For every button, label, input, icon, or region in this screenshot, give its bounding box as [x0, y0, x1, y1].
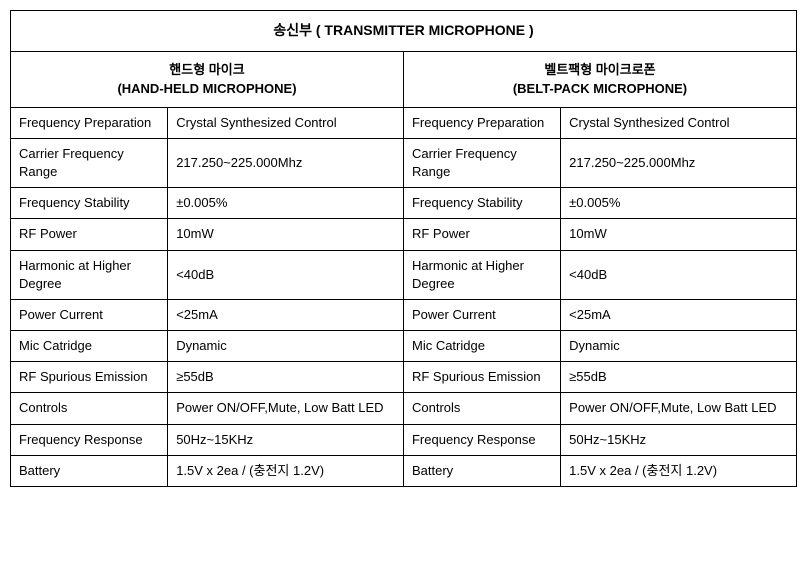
right-spec-label: Carrier Frequency Range: [403, 138, 560, 187]
table-row: Mic CatridgeDynamicMic CatridgeDynamic: [11, 331, 797, 362]
right-spec-value: <40dB: [561, 250, 797, 299]
table-row: Harmonic at Higher Degree<40dBHarmonic a…: [11, 250, 797, 299]
left-spec-label: Power Current: [11, 299, 168, 330]
left-spec-label: RF Spurious Emission: [11, 362, 168, 393]
right-spec-value: ≥55dB: [561, 362, 797, 393]
left-spec-label: Carrier Frequency Range: [11, 138, 168, 187]
left-spec-value: <40dB: [168, 250, 404, 299]
right-spec-label: Frequency Preparation: [403, 107, 560, 138]
left-spec-value: 10mW: [168, 219, 404, 250]
right-spec-label: Controls: [403, 393, 560, 424]
left-spec-value: <25mA: [168, 299, 404, 330]
left-spec-label: Controls: [11, 393, 168, 424]
right-spec-value: ±0.005%: [561, 188, 797, 219]
left-header: 핸드형 마이크 (HAND-HELD MICROPHONE): [11, 51, 404, 107]
title-row: 송신부 ( TRANSMITTER MICROPHONE ): [11, 11, 797, 52]
right-spec-value: 10mW: [561, 219, 797, 250]
table-row: ControlsPower ON/OFF,Mute, Low Batt LEDC…: [11, 393, 797, 424]
right-spec-value: Dynamic: [561, 331, 797, 362]
left-spec-label: Frequency Preparation: [11, 107, 168, 138]
table-row: Carrier Frequency Range217.250~225.000Mh…: [11, 138, 797, 187]
left-spec-label: Mic Catridge: [11, 331, 168, 362]
table-row: Frequency PreparationCrystal Synthesized…: [11, 107, 797, 138]
left-spec-value: 1.5V x 2ea / (충전지 1.2V): [168, 455, 404, 486]
right-spec-label: Power Current: [403, 299, 560, 330]
right-spec-value: 50Hz~15KHz: [561, 424, 797, 455]
left-spec-value: ≥55dB: [168, 362, 404, 393]
left-spec-value: Dynamic: [168, 331, 404, 362]
left-spec-label: Frequency Response: [11, 424, 168, 455]
right-spec-value: <25mA: [561, 299, 797, 330]
left-spec-label: Battery: [11, 455, 168, 486]
header-row: 핸드형 마이크 (HAND-HELD MICROPHONE) 벨트팩형 마이크로…: [11, 51, 797, 107]
right-spec-label: Harmonic at Higher Degree: [403, 250, 560, 299]
table-row: Power Current<25mAPower Current<25mA: [11, 299, 797, 330]
left-spec-label: RF Power: [11, 219, 168, 250]
right-spec-label: Frequency Stability: [403, 188, 560, 219]
left-spec-value: 217.250~225.000Mhz: [168, 138, 404, 187]
left-spec-value: Power ON/OFF,Mute, Low Batt LED: [168, 393, 404, 424]
right-header: 벨트팩형 마이크로폰 (BELT-PACK MICROPHONE): [403, 51, 796, 107]
right-spec-value: 1.5V x 2ea / (충전지 1.2V): [561, 455, 797, 486]
left-spec-value: ±0.005%: [168, 188, 404, 219]
right-spec-value: 217.250~225.000Mhz: [561, 138, 797, 187]
left-spec-value: 50Hz~15KHz: [168, 424, 404, 455]
right-spec-label: Mic Catridge: [403, 331, 560, 362]
left-spec-label: Harmonic at Higher Degree: [11, 250, 168, 299]
table-row: RF Power10mWRF Power10mW: [11, 219, 797, 250]
table-row: Frequency Stability±0.005%Frequency Stab…: [11, 188, 797, 219]
table-row: Frequency Response50Hz~15KHzFrequency Re…: [11, 424, 797, 455]
right-spec-value: Power ON/OFF,Mute, Low Batt LED: [561, 393, 797, 424]
right-spec-label: RF Spurious Emission: [403, 362, 560, 393]
right-spec-label: Battery: [403, 455, 560, 486]
spec-table: 송신부 ( TRANSMITTER MICROPHONE ) 핸드형 마이크 (…: [10, 10, 797, 487]
right-header-kr: 벨트팩형 마이크로폰: [544, 62, 655, 77]
table-title: 송신부 ( TRANSMITTER MICROPHONE ): [11, 11, 797, 52]
left-header-en: (HAND-HELD MICROPHONE): [117, 81, 296, 96]
right-spec-label: Frequency Response: [403, 424, 560, 455]
right-spec-label: RF Power: [403, 219, 560, 250]
right-header-en: (BELT-PACK MICROPHONE): [513, 81, 687, 96]
table-row: RF Spurious Emission≥55dBRF Spurious Emi…: [11, 362, 797, 393]
left-header-kr: 핸드형 마이크: [169, 62, 244, 77]
left-spec-value: Crystal Synthesized Control: [168, 107, 404, 138]
left-spec-label: Frequency Stability: [11, 188, 168, 219]
table-row: Battery1.5V x 2ea / (충전지 1.2V)Battery1.5…: [11, 455, 797, 486]
right-spec-value: Crystal Synthesized Control: [561, 107, 797, 138]
